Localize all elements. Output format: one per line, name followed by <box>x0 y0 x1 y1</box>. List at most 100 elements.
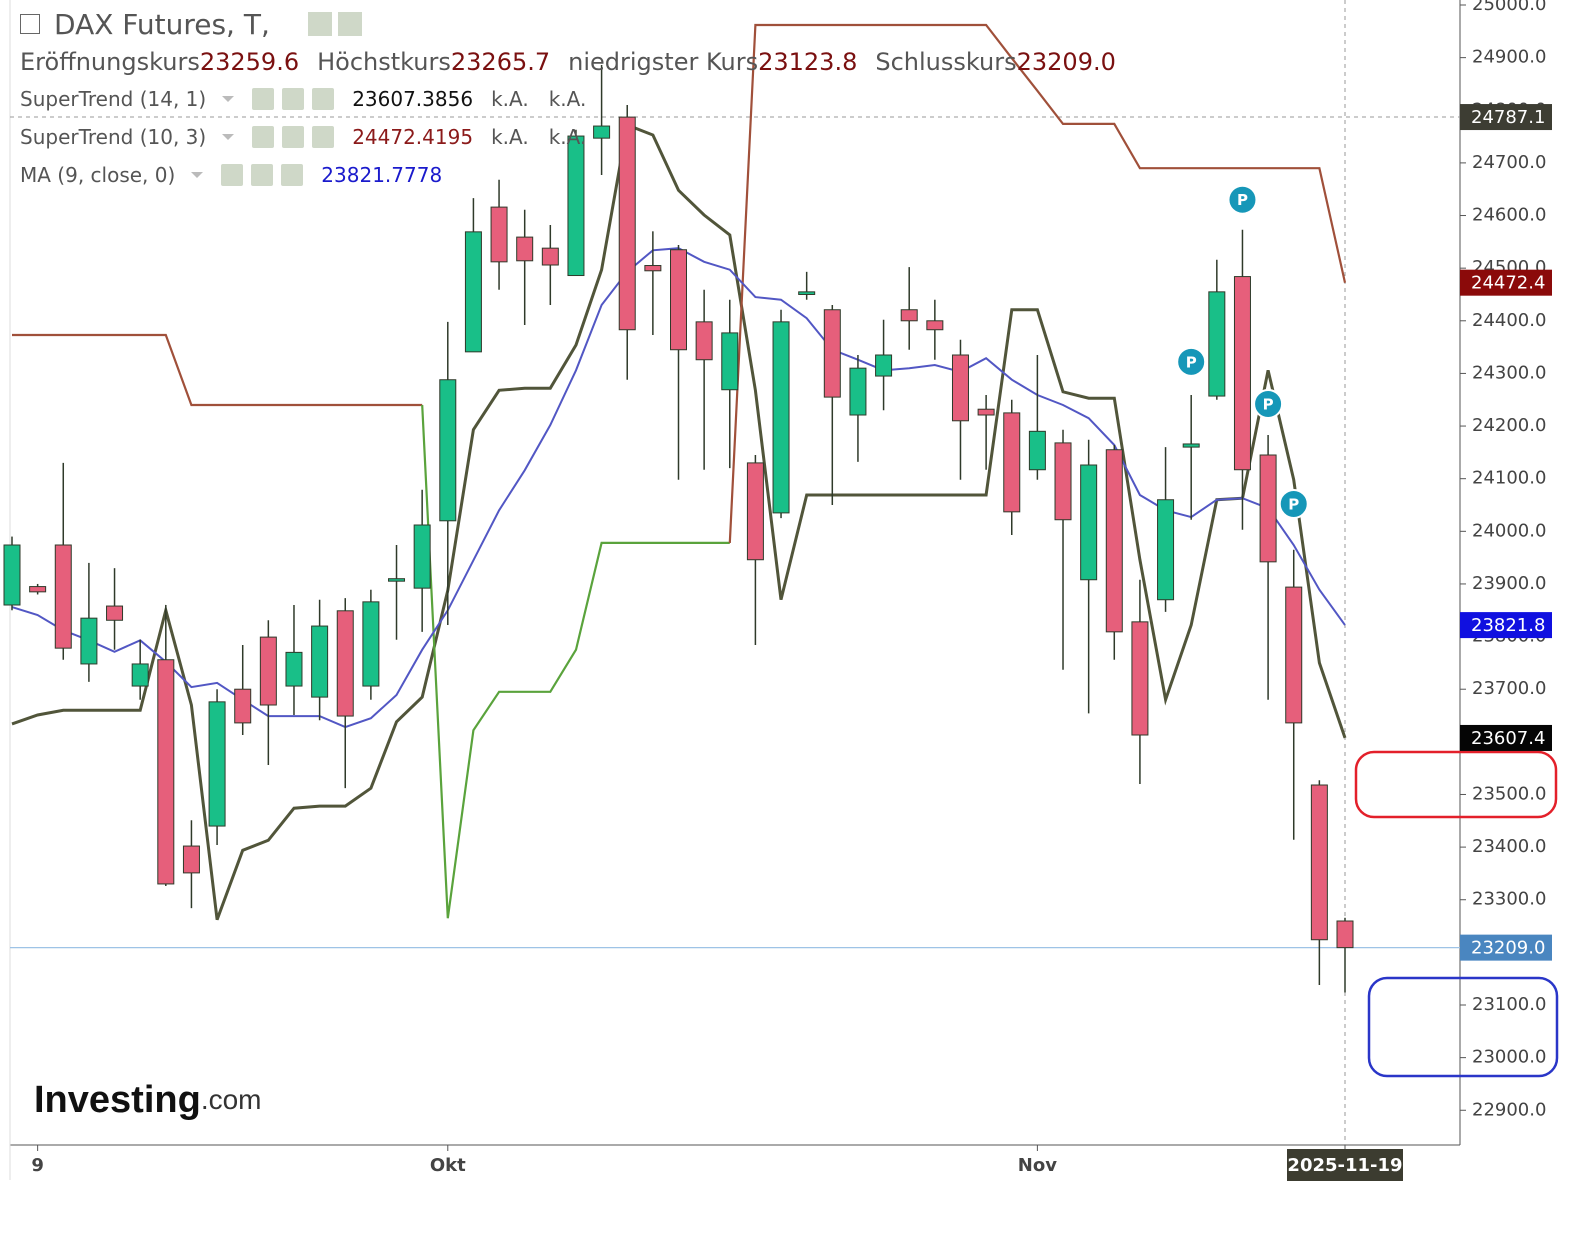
candle-body <box>721 332 739 391</box>
indicator-name: SuperTrend (10, 3) <box>20 125 207 149</box>
y-tick-label: 22900.0 <box>1472 1099 1546 1120</box>
indicator-icon <box>282 126 305 148</box>
indicator-icon <box>312 126 335 148</box>
candle-body <box>1131 621 1149 736</box>
ohlc-value: 23265.7 <box>450 48 551 76</box>
pivot-marker <box>1227 184 1258 215</box>
y-tick-label: 24700.0 <box>1472 152 1546 173</box>
pivot-label: P <box>1263 395 1274 413</box>
y-tick-label: 23700.0 <box>1472 678 1546 699</box>
supertrend-line <box>11 122 1347 921</box>
y-tick-label: 24100.0 <box>1472 468 1546 489</box>
y-tick-label: 23900.0 <box>1472 573 1546 594</box>
candle-body <box>823 309 841 398</box>
ohlc-row: Eröffnungskurs 23259.6 Höchstkurs 23265.7 ni… <box>20 44 1134 80</box>
pivot-marker <box>1253 388 1284 419</box>
indicator-icon <box>282 88 305 110</box>
candle-body <box>1003 412 1021 513</box>
pivot-label: P <box>1288 495 1299 513</box>
candle-body <box>618 116 636 331</box>
indicator-value: 24472.4195 <box>352 125 474 149</box>
candle-body <box>336 610 354 717</box>
candle-body <box>951 354 969 422</box>
candle-body <box>54 544 72 649</box>
candle-body <box>644 265 662 272</box>
y-tick-label: 23300.0 <box>1472 889 1546 910</box>
dropdown-icon <box>222 96 235 102</box>
y-tick-label: 24400.0 <box>1472 310 1546 331</box>
indicator-extra: k.A. <box>548 125 587 149</box>
indicator-icon <box>252 88 275 110</box>
candle-body <box>464 231 482 353</box>
price-tag-label: 23209.0 <box>1471 938 1545 959</box>
dropdown-icon <box>222 134 235 140</box>
highlight-box <box>1367 976 1559 1078</box>
candle-body <box>182 845 200 874</box>
candle-body <box>1233 276 1251 471</box>
indicator-icon <box>252 126 275 148</box>
candle-body <box>1259 454 1277 563</box>
indicator-name: MA (9, close, 0) <box>20 163 176 187</box>
indicator-value: 23607.3856 <box>352 87 474 111</box>
candle-body <box>772 321 790 514</box>
candle-body <box>490 206 508 263</box>
watermark-name: Investing <box>34 1079 201 1121</box>
candle-body <box>3 544 21 606</box>
icon <box>307 12 332 36</box>
candle-body <box>1157 499 1175 601</box>
indicator-row: SuperTrend (14, 1) 23607.3856 k.A. k.A. <box>20 80 1134 118</box>
candle-body <box>1105 449 1123 633</box>
price-tag-label: 24787.1 <box>1471 107 1545 128</box>
candle-body <box>875 354 893 377</box>
candle-body <box>285 651 303 687</box>
candle-body <box>1336 920 1354 949</box>
watermark: Investing.com <box>34 1079 262 1121</box>
candle-body <box>900 309 918 322</box>
candle-body <box>1080 464 1098 581</box>
indicator-icon <box>312 88 335 110</box>
candle-body <box>593 125 611 139</box>
candle-body <box>541 247 559 266</box>
supertrend-line <box>12 333 423 407</box>
candle-body <box>695 321 713 361</box>
candle-body <box>670 249 687 351</box>
y-tick-label: 23500.0 <box>1472 783 1546 804</box>
chart-header: DAX Futures, T, Eröffnungskurs 23259.6 Höch… <box>20 4 1134 194</box>
pivot-marker <box>1278 488 1309 519</box>
candle-body <box>1285 586 1303 724</box>
y-tick-label: 24000.0 <box>1472 520 1546 541</box>
dropdown-icon <box>191 172 204 178</box>
y-tick-label: 25000.0 <box>1472 0 1546 15</box>
candle-body <box>29 586 47 593</box>
indicator-row: MA (9, close, 0) 23821.7778 <box>20 156 1134 194</box>
candle-body <box>259 636 277 706</box>
candle-body <box>798 291 816 295</box>
price-tag <box>1460 934 1552 961</box>
price-tag <box>1460 724 1552 751</box>
indicator-icon <box>251 164 274 186</box>
price-tag <box>1460 269 1552 296</box>
ohlc-value: 23123.8 <box>758 48 858 76</box>
candle-body <box>413 524 431 589</box>
indicator-extra: k.A. <box>491 87 529 111</box>
indicator-icon <box>221 164 244 186</box>
candle-body <box>311 625 329 698</box>
candle-body <box>1028 430 1046 471</box>
candle-body <box>977 408 995 416</box>
x-tick-label: 9 <box>31 1155 44 1176</box>
candle-body <box>208 701 226 827</box>
candle-body <box>926 320 944 331</box>
indicator-name: SuperTrend (14, 1) <box>20 87 207 111</box>
supertrend-line <box>728 23 1347 543</box>
price-tag <box>1460 612 1552 639</box>
x-tick-label: Okt <box>430 1155 466 1176</box>
pivot-label: P <box>1186 353 1197 371</box>
title-row: DAX Futures, T, <box>20 4 1134 44</box>
candle-body <box>1310 784 1328 941</box>
date-badge <box>1287 1149 1403 1181</box>
ohlc-label: Höchstkurs <box>317 48 451 76</box>
candle-body <box>567 135 585 277</box>
price-tag-label: 23821.8 <box>1471 615 1545 636</box>
